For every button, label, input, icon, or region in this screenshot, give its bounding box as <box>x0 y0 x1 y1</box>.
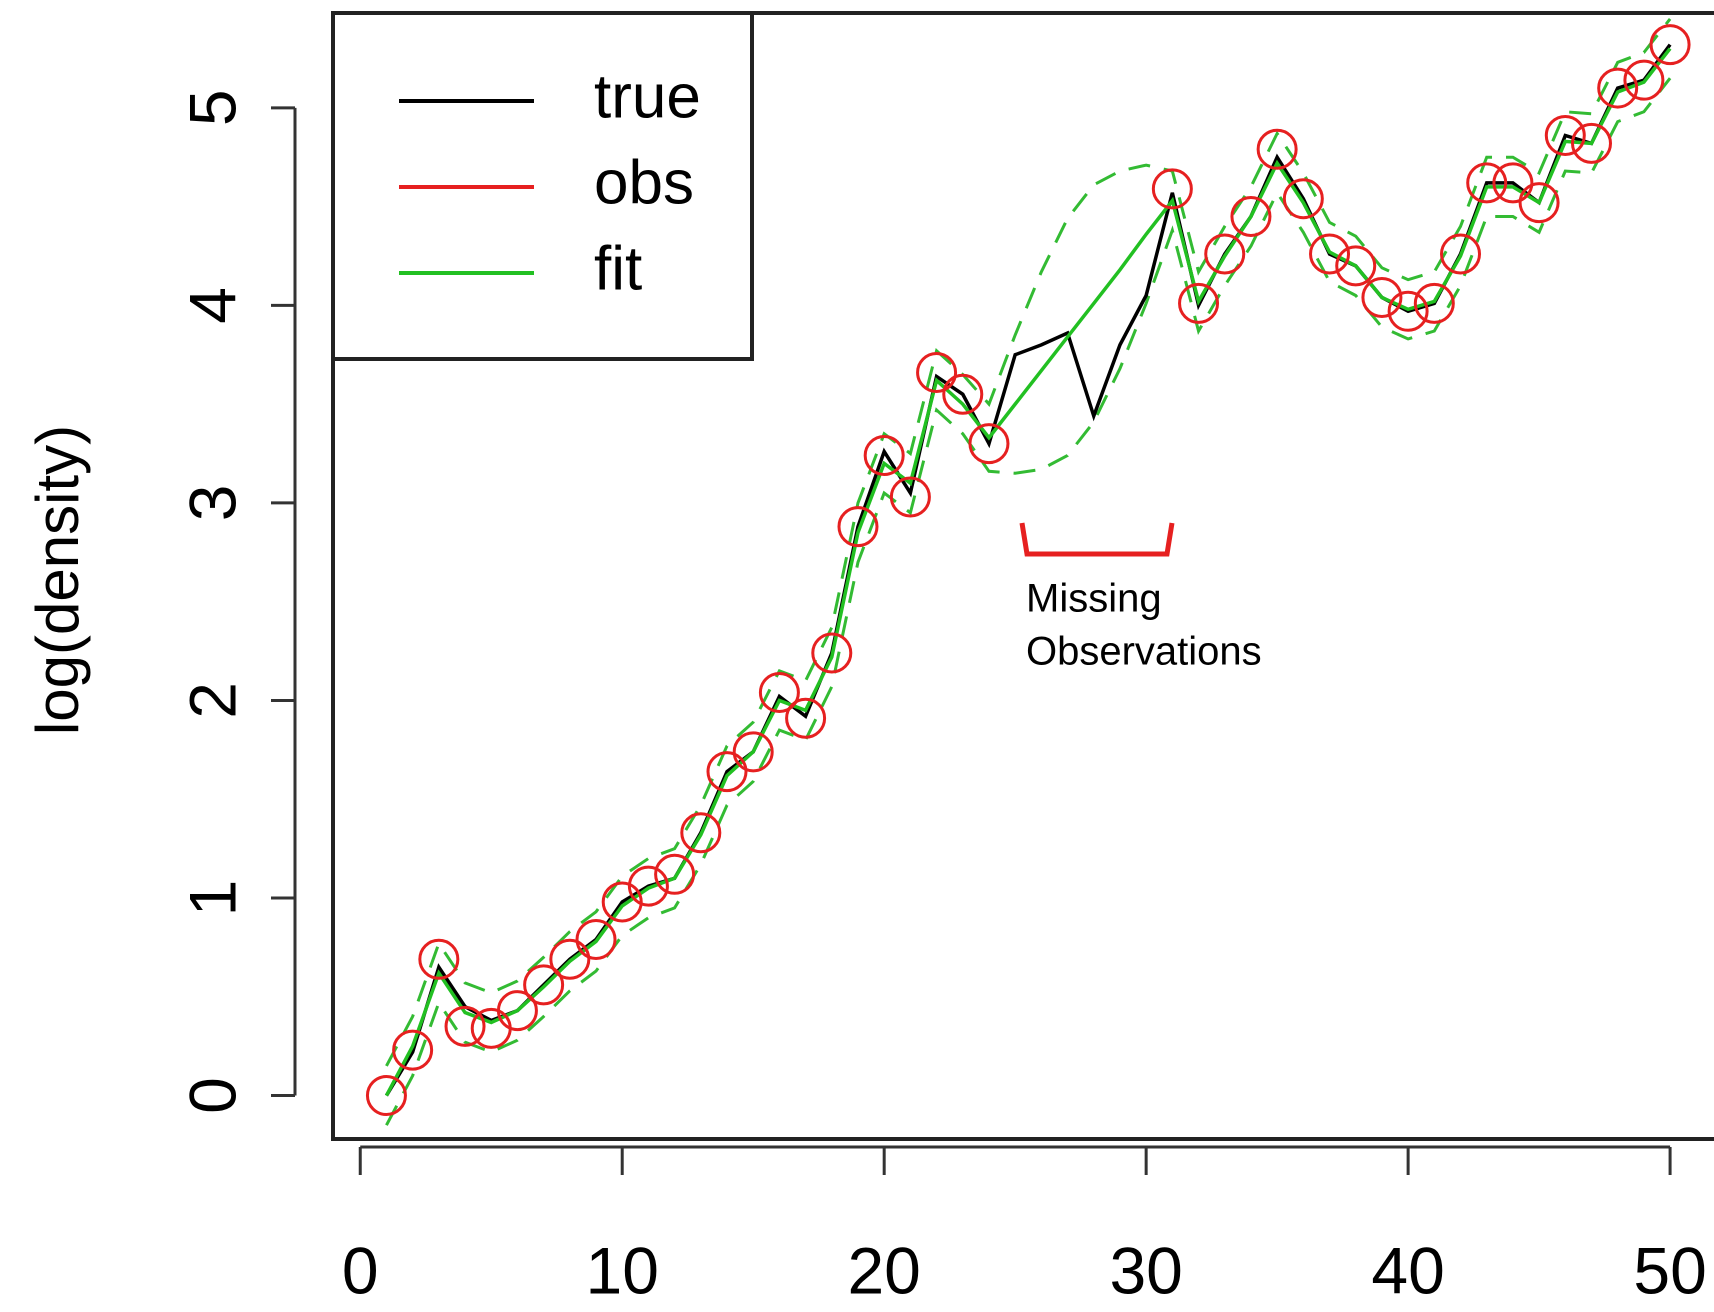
x-tick-label: 0 <box>342 1233 379 1307</box>
obs-point <box>444 1005 486 1047</box>
obs-point <box>601 881 643 923</box>
annotation: Missing <box>1026 577 1162 621</box>
legend-label: fit <box>594 234 642 303</box>
x-tick-label: 20 <box>847 1233 920 1307</box>
obs-point <box>916 352 958 394</box>
obs-point <box>1466 162 1508 204</box>
obs-point <box>811 632 853 674</box>
obs-point <box>654 853 696 895</box>
obs-point <box>968 423 1010 465</box>
obs-point <box>1518 182 1560 224</box>
obs-point <box>365 1075 407 1117</box>
obs-point <box>785 697 827 739</box>
obs-point <box>1178 282 1220 324</box>
confidence-band <box>385 77 1672 1126</box>
annotation: Observations <box>1026 630 1262 674</box>
y-tick-label: 1 <box>175 880 249 917</box>
obs-point <box>1256 128 1298 170</box>
x-tick-label: 40 <box>1371 1233 1444 1307</box>
obs-point <box>1570 122 1612 164</box>
obs-point <box>1492 162 1534 204</box>
obs-point <box>418 938 460 980</box>
obs-point <box>1335 245 1377 287</box>
obs-point <box>496 990 538 1032</box>
obs-point <box>837 506 879 548</box>
y-axis-label: log(density) <box>24 425 91 735</box>
y-tick-label: 0 <box>175 1077 249 1114</box>
obs-point <box>942 373 984 415</box>
obs-point <box>863 434 905 476</box>
obs-point <box>1151 168 1193 210</box>
obs-point <box>758 672 800 714</box>
obs-point <box>1649 24 1691 66</box>
y-tick-label: 2 <box>175 682 249 719</box>
obs-point <box>732 731 774 773</box>
obs-point <box>706 751 748 793</box>
y-tick-label: 3 <box>175 485 249 522</box>
x-tick-label: 30 <box>1109 1233 1182 1307</box>
obs-point <box>1230 195 1272 237</box>
legend-label: obs <box>594 148 694 217</box>
obs-point <box>889 476 931 518</box>
obs-point <box>392 1029 434 1071</box>
obs-point <box>1440 233 1482 275</box>
obs-point <box>1623 59 1665 101</box>
obs-point <box>1413 282 1455 324</box>
obs-point <box>1544 114 1586 156</box>
obs-point <box>523 964 565 1006</box>
plot-frame <box>331 11 1714 1141</box>
obs-point <box>1282 178 1324 220</box>
obs-point <box>1309 233 1351 275</box>
legend-label: true <box>594 62 701 131</box>
obs-point <box>680 812 722 854</box>
obs-point <box>575 918 617 960</box>
confidence-band <box>385 18 1672 1067</box>
x-tick-label: 50 <box>1633 1233 1706 1307</box>
series-line <box>384 47 1672 1097</box>
obs-point <box>1597 67 1639 109</box>
obs-point <box>1204 233 1246 275</box>
obs-point <box>549 938 591 980</box>
y-tick-label: 5 <box>175 89 249 126</box>
obs-point <box>470 1007 512 1049</box>
obs-point <box>1387 290 1429 332</box>
x-tick-label: 10 <box>586 1233 659 1307</box>
obs-point <box>627 865 669 907</box>
obs-point <box>1361 276 1403 318</box>
y-tick-label: 4 <box>175 287 249 324</box>
missing-bracket <box>1019 522 1175 557</box>
